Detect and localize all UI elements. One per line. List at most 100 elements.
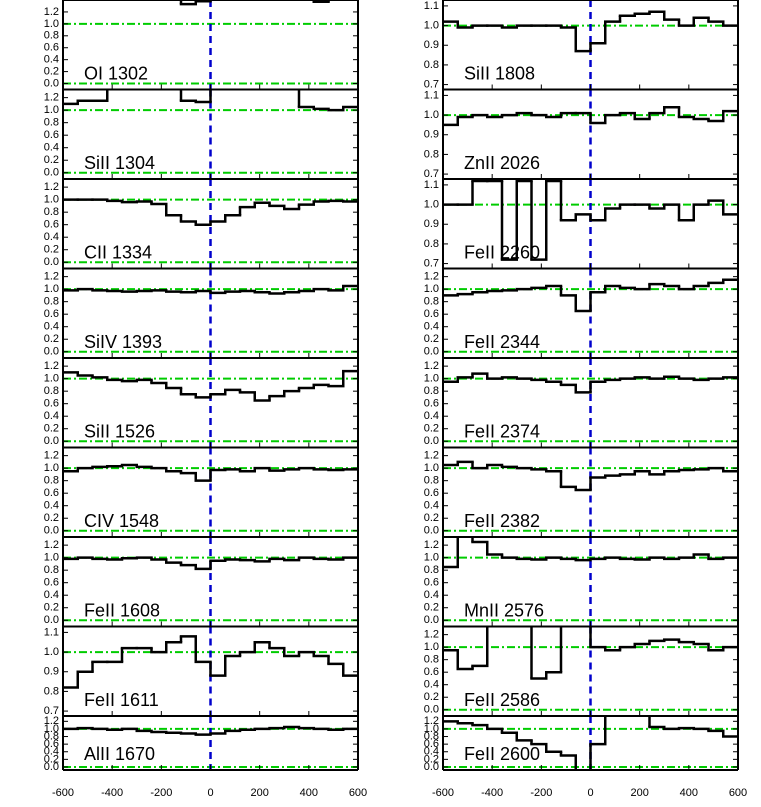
y-tick-label: 0.0 bbox=[44, 435, 59, 447]
x-tick-label: -400 bbox=[101, 787, 123, 799]
line-label: MnII 2576 bbox=[464, 600, 544, 620]
y-tick-label: 1.0 bbox=[44, 373, 59, 385]
y-tick-label: 0.8 bbox=[44, 296, 59, 308]
y-tick-label: 1.0 bbox=[424, 109, 439, 121]
line-label: OI 1302 bbox=[84, 63, 148, 83]
y-tick-label: 0.0 bbox=[424, 614, 439, 626]
x-tick-label: 0 bbox=[587, 787, 593, 799]
y-tick-label: 1.0 bbox=[424, 198, 439, 210]
y-tick-label: 0.2 bbox=[44, 512, 59, 524]
y-tick-label: 0.8 bbox=[44, 685, 59, 697]
line-label: AlII 1670 bbox=[84, 744, 155, 764]
line-label: ZnII 2026 bbox=[464, 153, 540, 173]
panel bbox=[443, 537, 738, 627]
y-tick-label: 0.8 bbox=[44, 385, 59, 397]
y-tick-label: 0.6 bbox=[424, 398, 439, 410]
y-tick-label: 0.8 bbox=[44, 117, 59, 129]
y-tick-label: 0.4 bbox=[424, 500, 439, 512]
y-tick-label: 0.0 bbox=[424, 435, 439, 447]
y-tick-label: 0.9 bbox=[424, 39, 439, 51]
panel bbox=[443, 626, 738, 716]
y-tick-label: 0.2 bbox=[424, 333, 439, 345]
y-tick-label: 0.4 bbox=[44, 589, 59, 601]
y-tick-label: 0.0 bbox=[44, 761, 59, 773]
y-tick-label: 1.2 bbox=[44, 6, 59, 18]
y-tick-label: 0.6 bbox=[424, 738, 439, 750]
panel bbox=[63, 358, 358, 448]
x-tick-label: 200 bbox=[630, 787, 648, 799]
x-tick-label: -400 bbox=[481, 787, 503, 799]
y-tick-label: 0.2 bbox=[44, 333, 59, 345]
y-tick-label: 1.2 bbox=[424, 360, 439, 372]
y-tick-label: 0.4 bbox=[44, 142, 59, 154]
y-tick-label: 1.0 bbox=[424, 723, 439, 735]
panel bbox=[443, 447, 738, 537]
y-tick-label: 0.4 bbox=[44, 746, 59, 758]
panel bbox=[63, 447, 358, 537]
y-tick-label: 0.4 bbox=[424, 410, 439, 422]
line-label: SiII 1304 bbox=[84, 153, 155, 173]
y-tick-label: 0.8 bbox=[44, 30, 59, 42]
y-tick-label: 1.2 bbox=[424, 629, 439, 641]
y-tick-label: 0.8 bbox=[424, 296, 439, 308]
panel bbox=[443, 358, 738, 448]
x-tick-label: -200 bbox=[150, 787, 172, 799]
line-label: FeII 2586 bbox=[464, 690, 540, 710]
y-tick-label: 0.0 bbox=[44, 346, 59, 358]
y-tick-label: 0.0 bbox=[44, 525, 59, 537]
y-tick-label: 0.6 bbox=[44, 219, 59, 231]
y-tick-label: 0.4 bbox=[44, 500, 59, 512]
y-tick-label: 0.6 bbox=[44, 129, 59, 141]
y-tick-label: 0.2 bbox=[44, 753, 59, 765]
y-tick-label: 1.2 bbox=[44, 539, 59, 551]
y-tick-label: 1.0 bbox=[44, 194, 59, 206]
panel bbox=[443, 179, 738, 269]
y-tick-label: 0.6 bbox=[424, 577, 439, 589]
y-tick-label: 0.9 bbox=[424, 218, 439, 230]
y-tick-label: 1.0 bbox=[424, 373, 439, 385]
y-tick-label: 0.6 bbox=[424, 308, 439, 320]
line-label: CIV 1548 bbox=[84, 511, 159, 531]
y-tick-label: 0.2 bbox=[424, 423, 439, 435]
y-tick-label: 1.0 bbox=[44, 723, 59, 735]
y-tick-label: 0.0 bbox=[424, 704, 439, 716]
y-tick-label: 1.0 bbox=[44, 462, 59, 474]
panel bbox=[63, 626, 358, 716]
y-tick-label: 0.6 bbox=[424, 487, 439, 499]
y-tick-label: 0.4 bbox=[424, 746, 439, 758]
line-label: SiII 1526 bbox=[84, 421, 155, 441]
y-tick-label: 0.8 bbox=[424, 654, 439, 666]
y-tick-label: 0.8 bbox=[44, 475, 59, 487]
y-tick-label: 0.8 bbox=[424, 238, 439, 250]
y-tick-label: 1.0 bbox=[424, 641, 439, 653]
line-label: FeII 1611 bbox=[84, 690, 159, 710]
y-tick-label: 0.6 bbox=[44, 42, 59, 54]
panel bbox=[443, 0, 738, 90]
y-tick-label: 1.2 bbox=[44, 181, 59, 193]
y-tick-label: 1.0 bbox=[424, 283, 439, 295]
y-tick-label: 0.0 bbox=[424, 346, 439, 358]
y-tick-label: 0.2 bbox=[44, 423, 59, 435]
y-tick-label: 0.0 bbox=[44, 256, 59, 268]
y-tick-label: 0.8 bbox=[44, 730, 59, 742]
line-label: SiII 1808 bbox=[464, 63, 535, 83]
panel bbox=[443, 268, 738, 358]
y-tick-label: 0.2 bbox=[424, 602, 439, 614]
panel bbox=[63, 268, 358, 358]
y-tick-label: 0.6 bbox=[44, 738, 59, 750]
y-tick-label: 1.2 bbox=[44, 450, 59, 462]
y-tick-label: 0.2 bbox=[424, 753, 439, 765]
x-tick-label: -600 bbox=[432, 787, 454, 799]
y-tick-label: 1.1 bbox=[44, 626, 59, 638]
x-tick-label: 0 bbox=[207, 787, 213, 799]
x-tick-label: 400 bbox=[680, 787, 698, 799]
y-tick-label: 0.2 bbox=[44, 602, 59, 614]
x-tick-label: 600 bbox=[349, 787, 367, 799]
y-tick-label: 1.2 bbox=[44, 92, 59, 104]
y-tick-label: 1.2 bbox=[424, 450, 439, 462]
x-tick-label: -600 bbox=[52, 787, 74, 799]
line-label: SiIV 1393 bbox=[84, 332, 162, 352]
y-tick-label: 0.4 bbox=[424, 679, 439, 691]
y-tick-label: 0.6 bbox=[424, 666, 439, 678]
